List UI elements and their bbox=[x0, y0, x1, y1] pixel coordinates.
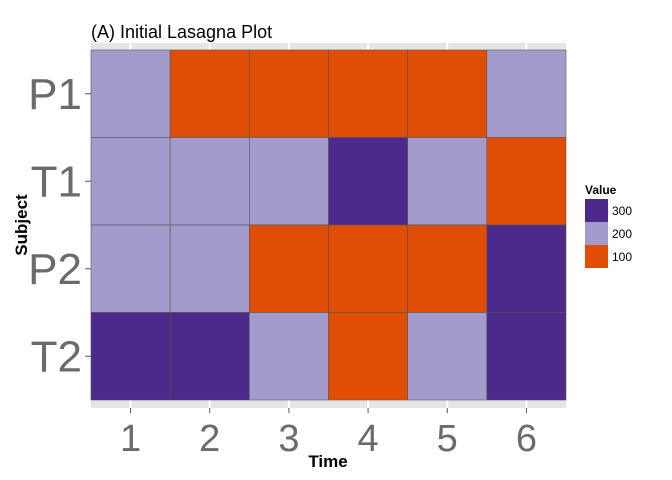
heatmap-tile bbox=[90, 312, 171, 401]
heatmap-tile bbox=[249, 224, 329, 313]
x-tick-label: 1 bbox=[120, 418, 141, 460]
y-tick-label: T1 bbox=[31, 157, 82, 206]
x-tick-label: 6 bbox=[516, 418, 537, 460]
heatmap-tile bbox=[328, 137, 408, 226]
legend-title: Value bbox=[585, 183, 617, 197]
x-axis: 1 2 3 4 5 6 bbox=[120, 408, 537, 460]
legend-swatch bbox=[585, 245, 608, 268]
heatmap-tile bbox=[169, 49, 250, 138]
heatmap-tile bbox=[249, 312, 329, 401]
x-tick-label: 5 bbox=[437, 418, 458, 460]
heatmap-tile bbox=[328, 312, 408, 401]
legend-label: 200 bbox=[612, 227, 632, 241]
heatmap-tile bbox=[169, 137, 250, 226]
heatmap-tile bbox=[90, 224, 171, 313]
x-tick-label: 3 bbox=[278, 418, 299, 460]
y-tick-label: P2 bbox=[28, 245, 82, 294]
heatmap-tile bbox=[407, 312, 488, 401]
x-tick-label: 2 bbox=[199, 418, 220, 460]
x-tick-label: 4 bbox=[358, 418, 379, 460]
heatmap-tile bbox=[169, 224, 250, 313]
heatmap-tile bbox=[249, 137, 329, 226]
heatmap-tile bbox=[328, 224, 408, 313]
heatmap-tile bbox=[249, 49, 329, 138]
x-axis-title: Time bbox=[308, 452, 347, 471]
heatmap-tile bbox=[407, 49, 488, 138]
heatmap-tile bbox=[407, 224, 488, 313]
plot-panel bbox=[90, 43, 567, 408]
legend-swatch bbox=[585, 222, 608, 245]
heatmap-tile bbox=[407, 137, 488, 226]
legend: Value 300 200 100 bbox=[585, 183, 632, 268]
heatmap-tile bbox=[486, 224, 567, 313]
legend-label: 300 bbox=[612, 204, 632, 218]
y-axis-title: Subject bbox=[12, 194, 31, 256]
heatmap-tile bbox=[328, 49, 408, 138]
legend-label: 100 bbox=[612, 250, 632, 264]
heatmap-tile bbox=[169, 312, 250, 401]
y-axis: P1 T1 P2 T2 bbox=[28, 70, 91, 381]
heatmap-tile bbox=[486, 312, 567, 401]
legend-swatch bbox=[585, 199, 608, 222]
heatmap-tile bbox=[90, 49, 171, 138]
heatmap-tile bbox=[486, 49, 567, 138]
y-tick-label: P1 bbox=[28, 70, 82, 119]
heatmap-tile bbox=[90, 137, 171, 226]
y-tick-label: T2 bbox=[31, 332, 82, 381]
chart-title: (A) Initial Lasagna Plot bbox=[91, 22, 272, 42]
heatmap-tile bbox=[486, 137, 567, 226]
